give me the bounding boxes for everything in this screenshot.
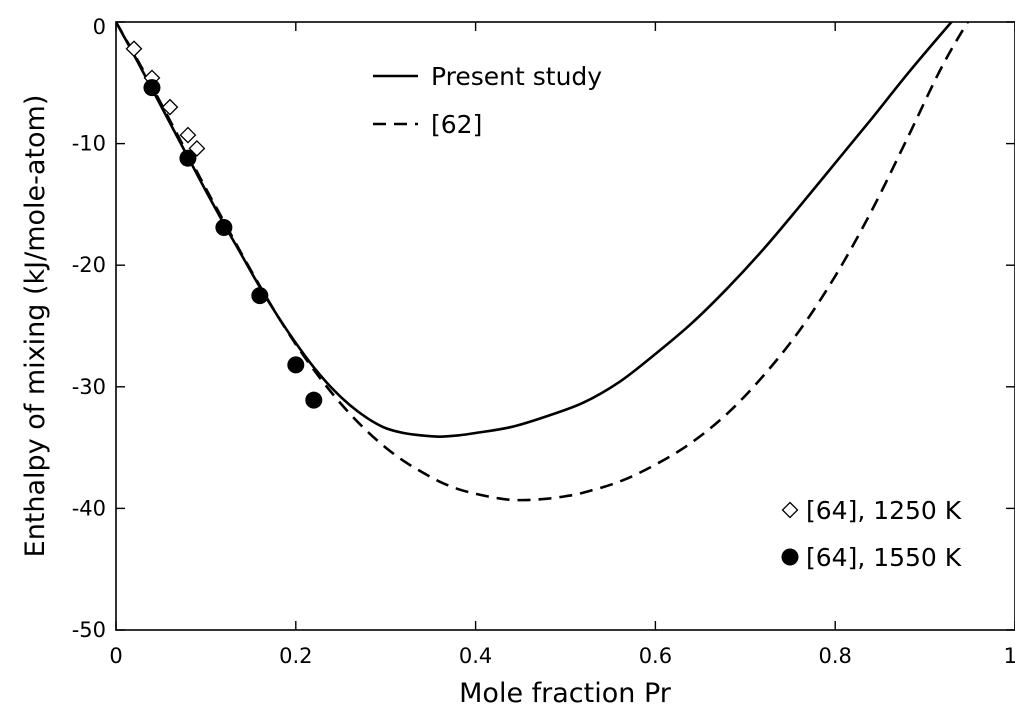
x-tick-label: 0.8 — [818, 644, 851, 668]
y-tick-label: 0 — [93, 15, 106, 39]
data-point-1550k — [215, 219, 233, 237]
y-tick-label: -20 — [72, 253, 106, 277]
y-tick-label: -10 — [72, 132, 106, 156]
series-line-ref62 — [116, 22, 970, 502]
x-tick-label: 0.4 — [459, 644, 492, 668]
x-tick-label: 1 — [1004, 644, 1015, 668]
plot-frame — [115, 21, 1015, 631]
data-point-1250k — [179, 126, 197, 144]
legend-label: [64], 1250 K — [806, 496, 962, 525]
data-point-1550k — [251, 287, 269, 305]
data-point-1550k — [287, 356, 305, 374]
legend-label: [62] — [431, 110, 482, 139]
legend-top: Present study [62] — [373, 62, 602, 139]
legend-bottom: [64], 1250 K [64], 1550 K — [781, 496, 962, 572]
x-axis-label: Mole fraction Pr — [459, 678, 672, 709]
x-tick-label: 0.6 — [639, 644, 672, 668]
y-tick-label: -30 — [72, 375, 106, 399]
data-point-1250k — [161, 98, 179, 116]
data-point-1250k — [125, 40, 143, 58]
x-tick-label: 0.2 — [279, 644, 312, 668]
tick-layer: 0 0.2 0.4 0.6 0.8 1 0 -10 -20 -30 -40 -50 — [72, 15, 1015, 668]
data-point-1550k — [305, 391, 323, 409]
marker-layer — [125, 40, 323, 409]
legend-marker-1250k — [781, 501, 799, 519]
legend-label: Present study — [431, 62, 602, 91]
legend-label: [64], 1550 K — [806, 543, 962, 572]
data-point-1550k — [143, 79, 161, 97]
data-point-1550k — [179, 149, 197, 167]
x-tick-label: 0 — [109, 644, 122, 668]
legend-marker-1550k — [781, 548, 799, 566]
y-tick-label: -40 — [72, 496, 106, 520]
y-axis-label: Enthalpy of mixing (kJ/mole-atom) — [20, 95, 51, 558]
y-tick-label: -50 — [72, 618, 106, 642]
